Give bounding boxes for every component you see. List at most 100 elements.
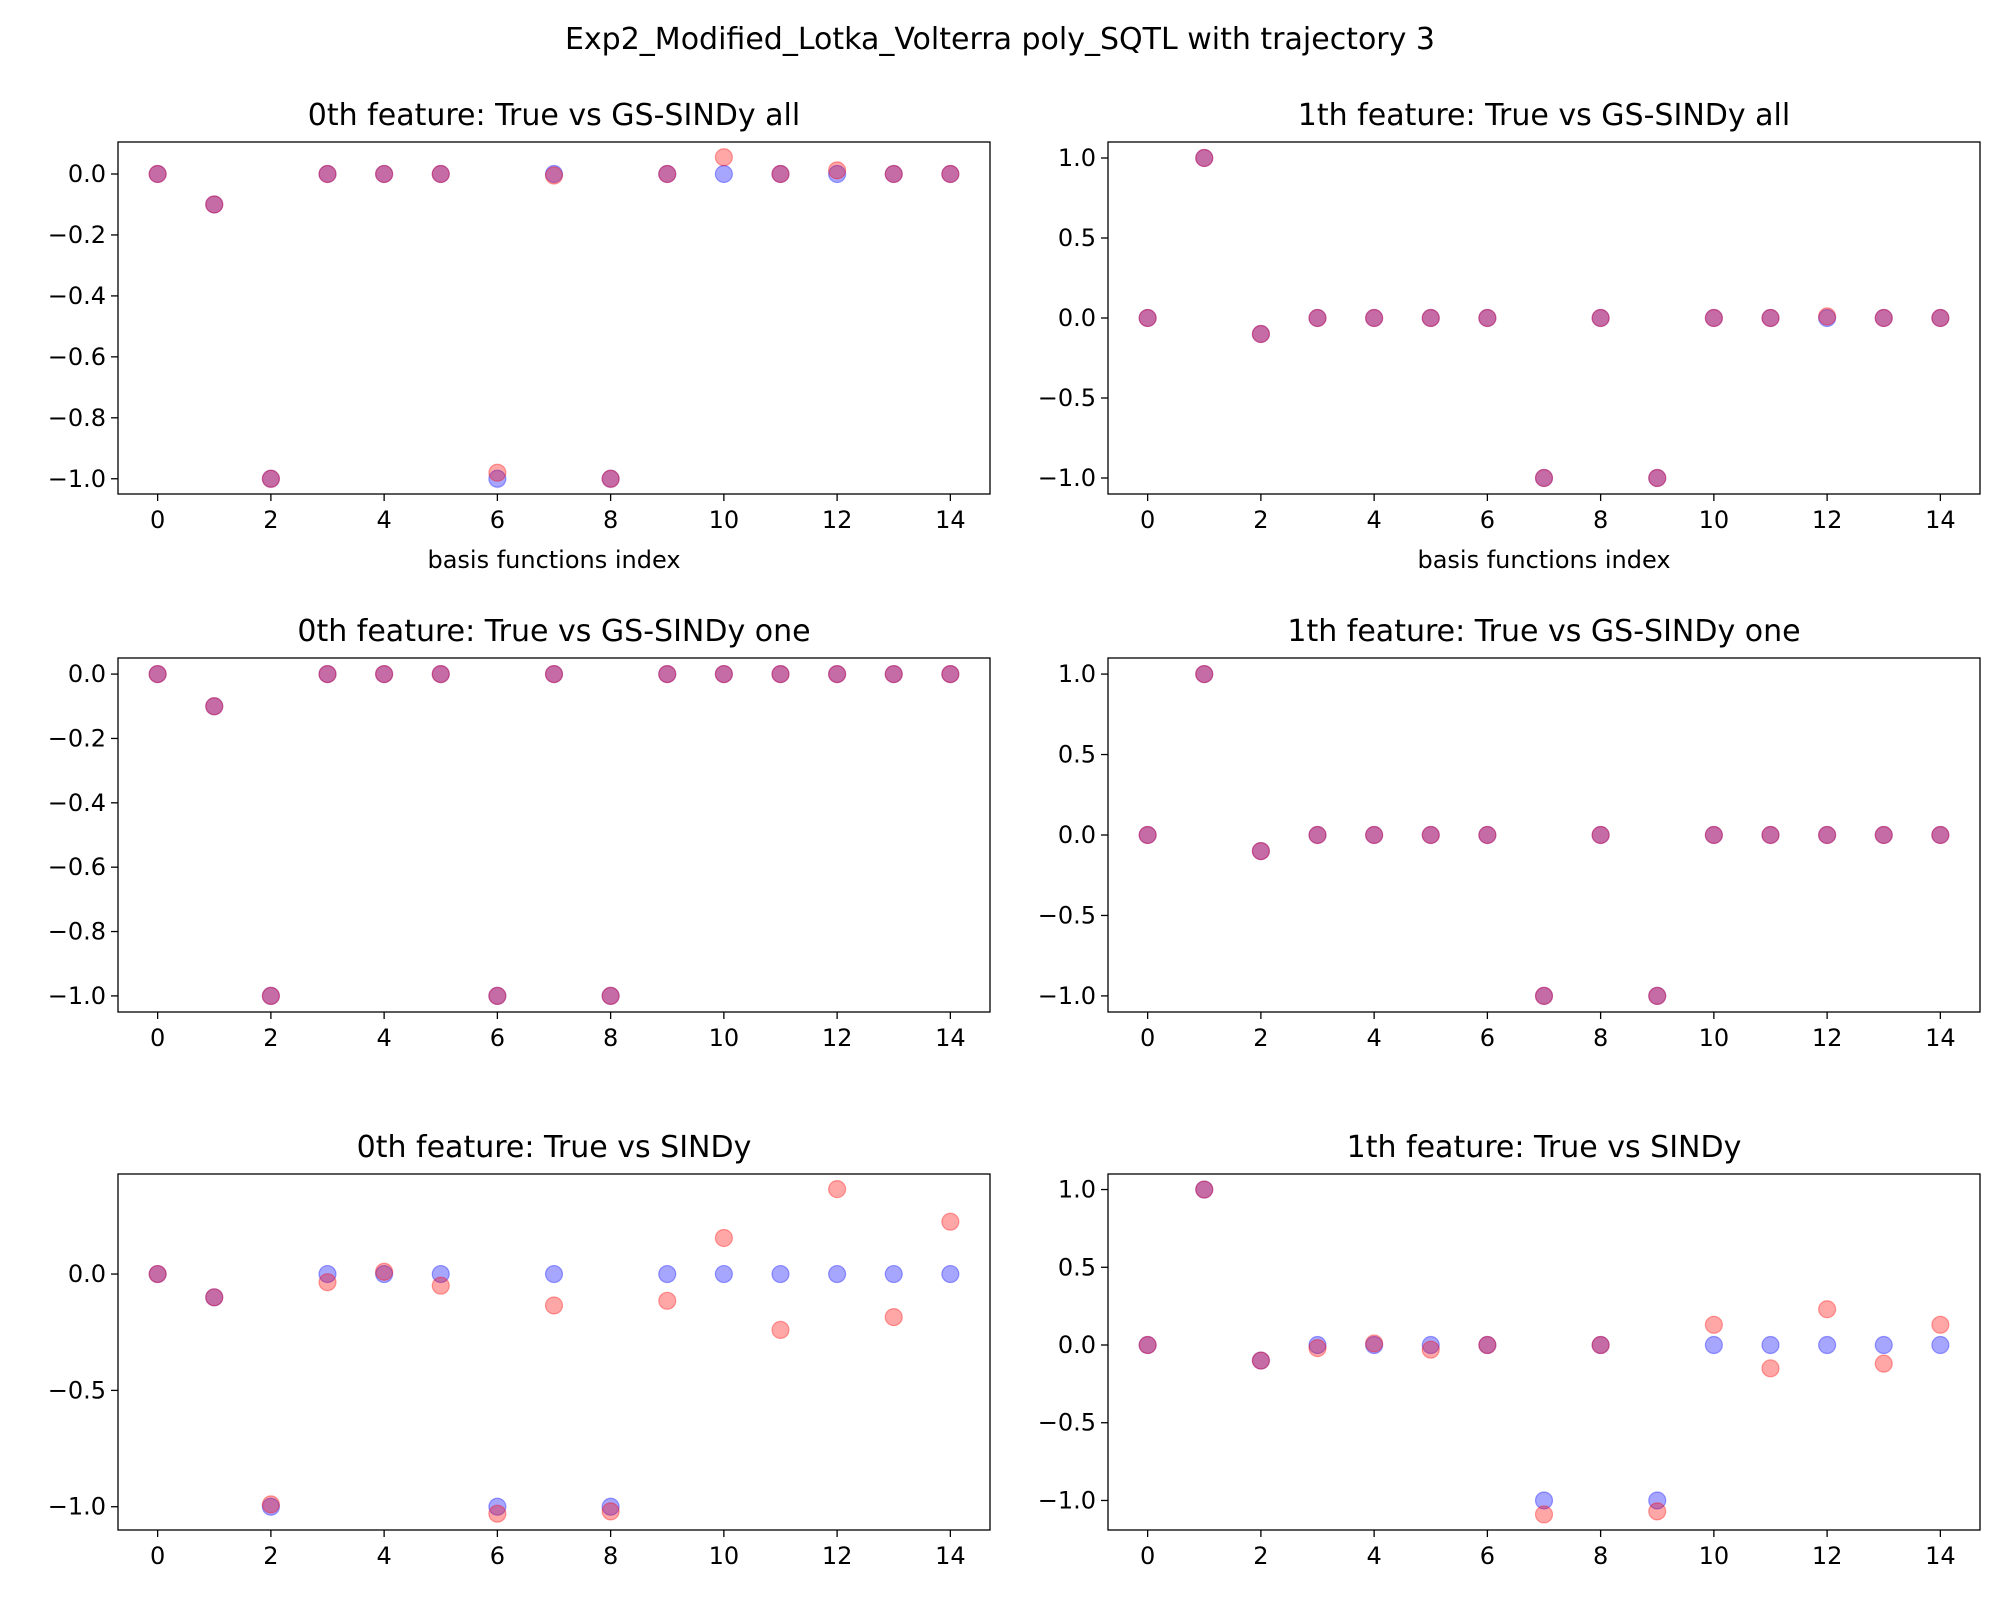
x-tick-label: 8 — [603, 506, 618, 534]
true-point — [1421, 1335, 1440, 1355]
y-tick-label: −0.2 — [48, 724, 106, 752]
x-tick-label: 14 — [935, 506, 966, 534]
predicted-point — [318, 164, 337, 184]
predicted-point — [261, 469, 280, 488]
x-tick-label: 2 — [1253, 1542, 1268, 1570]
predicted-point — [601, 469, 620, 488]
axes-frame — [1107, 141, 1981, 495]
x-tick-label: 6 — [1480, 1542, 1495, 1570]
predicted-point — [1874, 308, 1893, 328]
predicted-point — [714, 664, 733, 684]
subplot-0: 0th feature: True vs GS-SINDy all 0 2 4 6 8 10… — [48, 98, 991, 574]
true-point — [601, 1497, 620, 1516]
x-tick-label: 10 — [709, 1542, 740, 1570]
predicted-point — [148, 664, 167, 684]
predicted-point — [1534, 1505, 1554, 1524]
true-point — [544, 664, 564, 684]
predicted-point — [1534, 468, 1554, 488]
predicted-point — [1308, 1339, 1327, 1358]
predicted-point — [771, 164, 790, 184]
predicted-point — [658, 664, 677, 684]
predicted-point — [1478, 825, 1497, 845]
x-tick-label: 6 — [1480, 506, 1495, 534]
predicted-point — [1704, 825, 1723, 845]
predicted-point — [941, 664, 960, 684]
y-tick-label: 0.0 — [1058, 821, 1096, 849]
true-point — [1931, 308, 1950, 328]
axes-frame — [117, 1173, 991, 1531]
y-tick-label: −1.0 — [1038, 1486, 1096, 1514]
true-point — [828, 164, 847, 184]
x-tick-label: 4 — [376, 506, 391, 534]
predicted-point — [1534, 986, 1554, 1006]
x-tick-label: 14 — [935, 1542, 966, 1570]
subplot-title: 1th feature: True vs GS-SINDy one — [1287, 614, 1800, 649]
predicted-point — [1818, 825, 1837, 845]
predicted-point — [261, 1495, 280, 1514]
predicted-point — [714, 1228, 733, 1248]
y-tick-label: −1.0 — [48, 1493, 106, 1521]
predicted-point — [1761, 308, 1780, 328]
predicted-point — [1648, 1502, 1667, 1521]
predicted-point — [148, 164, 167, 184]
true-point — [714, 664, 733, 684]
x-tick-label: 12 — [1812, 506, 1843, 534]
true-point — [375, 164, 394, 184]
predicted-point — [1365, 1334, 1384, 1353]
x-tick-label: 8 — [603, 1542, 618, 1570]
true-point — [828, 1264, 847, 1284]
true-point — [771, 664, 790, 684]
true-point — [1308, 308, 1327, 328]
true-point — [601, 469, 620, 488]
y-tick-label: −0.6 — [48, 853, 106, 881]
true-point — [941, 164, 960, 184]
true-point — [1761, 1335, 1780, 1355]
true-point — [1591, 308, 1610, 328]
true-point — [431, 1264, 450, 1284]
true-point — [261, 1497, 280, 1516]
true-point — [658, 1264, 677, 1284]
true-point — [1251, 1351, 1270, 1370]
true-point — [544, 1264, 564, 1284]
x-tick-label: 12 — [822, 1024, 853, 1052]
true-point — [318, 1264, 337, 1284]
true-point — [1308, 1335, 1327, 1355]
predicted-point — [1251, 1351, 1270, 1370]
predicted-point — [828, 1180, 847, 1199]
true-point — [1648, 986, 1667, 1006]
true-point — [1138, 825, 1157, 845]
true-point — [1251, 841, 1270, 861]
x-tick-label: 14 — [1925, 1024, 1956, 1052]
predicted-point — [1761, 1359, 1780, 1378]
x-tick-label: 0 — [1140, 1542, 1155, 1570]
true-point — [375, 664, 394, 684]
x-tick-label: 8 — [1593, 1542, 1608, 1570]
x-tick-label: 2 — [263, 506, 278, 534]
predicted-point — [148, 1264, 167, 1284]
true-point — [205, 697, 224, 716]
true-point — [318, 664, 337, 684]
subplot-2: 0th feature: True vs GS-SINDy one 0 2 4 6 8 10… — [48, 614, 991, 1052]
true-point — [1534, 986, 1554, 1006]
subplot-title: 0th feature: True vs SINDy — [357, 1130, 752, 1165]
true-point — [1818, 825, 1837, 845]
predicted-point — [1648, 986, 1667, 1006]
true-point — [1308, 825, 1327, 845]
true-point — [431, 664, 450, 684]
predicted-point — [884, 164, 903, 184]
predicted-point — [601, 986, 620, 1006]
predicted-point — [205, 1288, 224, 1307]
x-tick-label: 14 — [1925, 1542, 1956, 1570]
y-tick-label: 0.5 — [1058, 741, 1096, 769]
true-point — [488, 1497, 507, 1516]
predicted-point — [1704, 1315, 1723, 1334]
true-point — [1591, 825, 1610, 845]
y-tick-label: 0.0 — [1058, 1331, 1096, 1359]
x-tick-label: 2 — [263, 1024, 278, 1052]
true-point — [205, 1288, 224, 1307]
true-point — [1648, 1491, 1667, 1510]
y-tick-label: 0.0 — [68, 1260, 106, 1288]
predicted-point — [544, 664, 564, 684]
predicted-point — [601, 1502, 620, 1521]
x-tick-label: 10 — [709, 506, 740, 534]
